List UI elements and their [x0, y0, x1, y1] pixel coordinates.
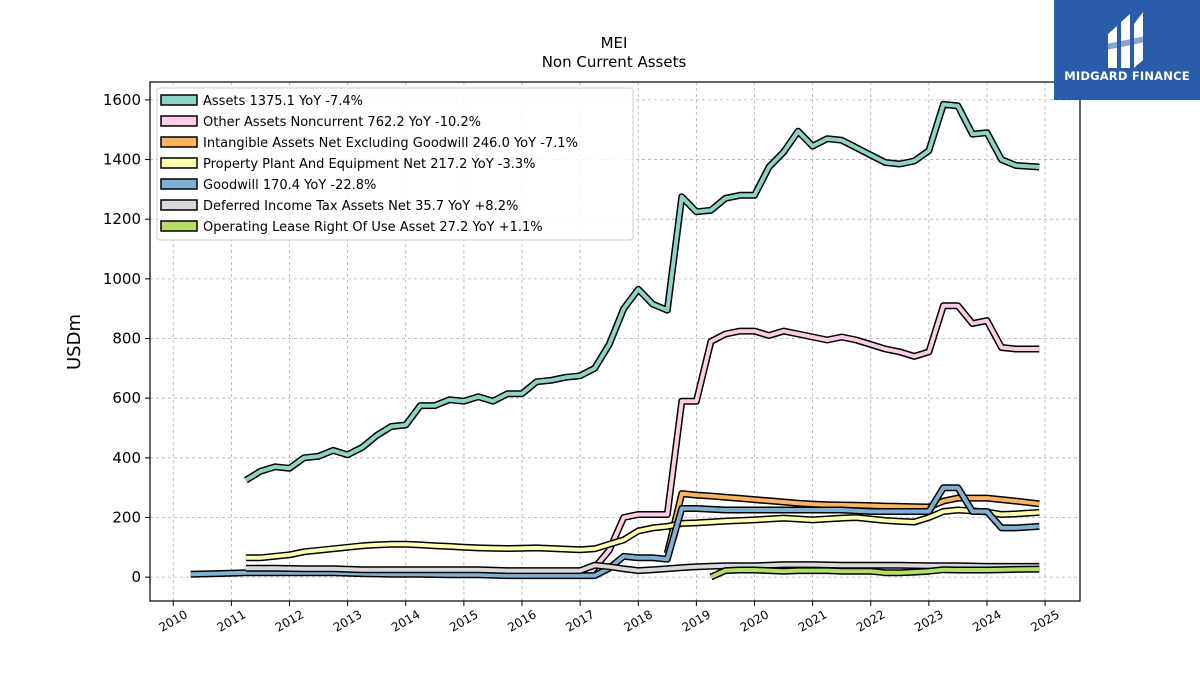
legend-entry: Assets 1375.1 YoY -7.4%: [203, 94, 363, 109]
legend-swatch: [160, 220, 198, 232]
y-tick-label: 1000: [103, 270, 141, 288]
legend-swatch: [160, 178, 198, 190]
y-tick-label: 1200: [103, 210, 141, 228]
legend-entry: Goodwill 170.4 YoY -22.8%: [203, 178, 376, 193]
logo: MIDGARD FINANCE: [1054, 0, 1200, 100]
y-tick-label: 600: [112, 389, 141, 407]
legend-entry: Deferred Income Tax Assets Net 35.7 YoY …: [203, 199, 518, 214]
series-lines: [190, 100, 1040, 581]
legend-swatch: [160, 136, 198, 148]
y-tick-label: 800: [112, 330, 141, 348]
series-line-3: [665, 491, 1040, 554]
y-tick-label: 200: [112, 508, 141, 526]
legend-swatch: [160, 115, 198, 127]
legend-entry: Operating Lease Right Of Use Asset 27.2 …: [203, 220, 543, 235]
legend-swatch: [160, 157, 198, 169]
chart-title: MEI: [601, 34, 628, 52]
legend: Assets 1375.1 YoY -7.4% Other Assets Nonc…: [156, 87, 634, 241]
midgard-logo-icon: [1106, 12, 1146, 68]
y-axis-ticks: 0 200 400 600 800 1000 1200 1400 1600: [103, 91, 150, 586]
y-tick-label: 400: [112, 449, 141, 467]
legend-entry: Intangible Assets Net Excluding Goodwill…: [203, 136, 578, 151]
legend-swatch: [160, 94, 198, 106]
logo-text: MIDGARD FINANCE: [1064, 69, 1190, 83]
series-line-6: [245, 562, 1040, 573]
series-line-7: [710, 567, 1040, 579]
legend-entry: Other Assets Noncurrent 762.2 YoY -10.2%: [203, 115, 481, 130]
y-axis-label: USDm: [64, 314, 85, 370]
plot-frame: [149, 81, 1081, 602]
y-tick-label: 1600: [103, 91, 141, 109]
chart-subtitle: Non Current Assets: [542, 53, 687, 71]
series-line-5: [190, 485, 1040, 578]
series-line-2: [590, 303, 1040, 573]
series-line-4: [245, 508, 1040, 560]
legend-box: [156, 87, 634, 241]
legend-swatch: [160, 199, 198, 211]
y-tick-label: 0: [131, 568, 141, 586]
y-tick-label: 1400: [103, 151, 141, 169]
legend-entry: Property Plant And Equipment Net 217.2 Y…: [203, 157, 536, 172]
series-line-1: [244, 102, 1040, 482]
